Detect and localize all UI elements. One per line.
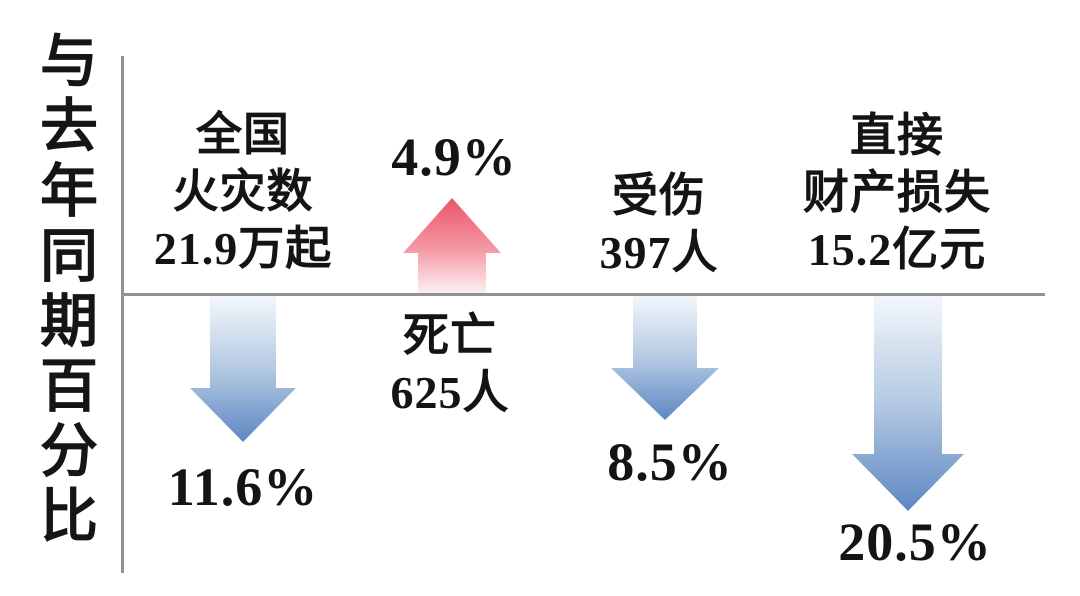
property-loss-label-line3: 15.2亿元: [807, 224, 987, 275]
fires-label-line2: 火灾数: [172, 166, 314, 217]
fires-label-line1: 全国: [196, 109, 290, 160]
y-axis-line: [121, 56, 124, 573]
deaths-label: 死亡 625人: [330, 307, 570, 421]
injuries-decrease-arrow-icon: [611, 296, 719, 420]
injuries-label: 受伤 397人: [539, 167, 779, 281]
injuries-percent: 8.5%: [607, 432, 733, 492]
deaths-label-line2: 625人: [390, 367, 510, 418]
fires-decrease-arrow-icon: [190, 296, 296, 442]
baseline-axis-line: [121, 293, 1045, 296]
deaths-increase-arrow-icon: [403, 198, 501, 293]
fires-label-line3: 21.9万起: [153, 223, 333, 274]
fires-percent: 11.6%: [167, 457, 319, 517]
property-loss-percent: 20.5%: [838, 512, 992, 572]
property-loss-label: 直接 财产损失 15.2亿元: [757, 107, 1037, 278]
fires-label: 全国 火灾数 21.9万起: [123, 106, 363, 277]
property-loss-label-line1: 直接: [850, 110, 944, 161]
injuries-label-line1: 受伤: [612, 170, 706, 221]
property-loss-label-line2: 财产损失: [803, 167, 991, 218]
property-loss-decrease-arrow-icon: [852, 296, 964, 511]
injuries-label-line2: 397人: [599, 227, 719, 278]
chart-title-vertical: 与去年同期百分比: [31, 30, 96, 550]
deaths-label-line1: 死亡: [403, 310, 497, 361]
deaths-percent: 4.9%: [391, 127, 517, 187]
